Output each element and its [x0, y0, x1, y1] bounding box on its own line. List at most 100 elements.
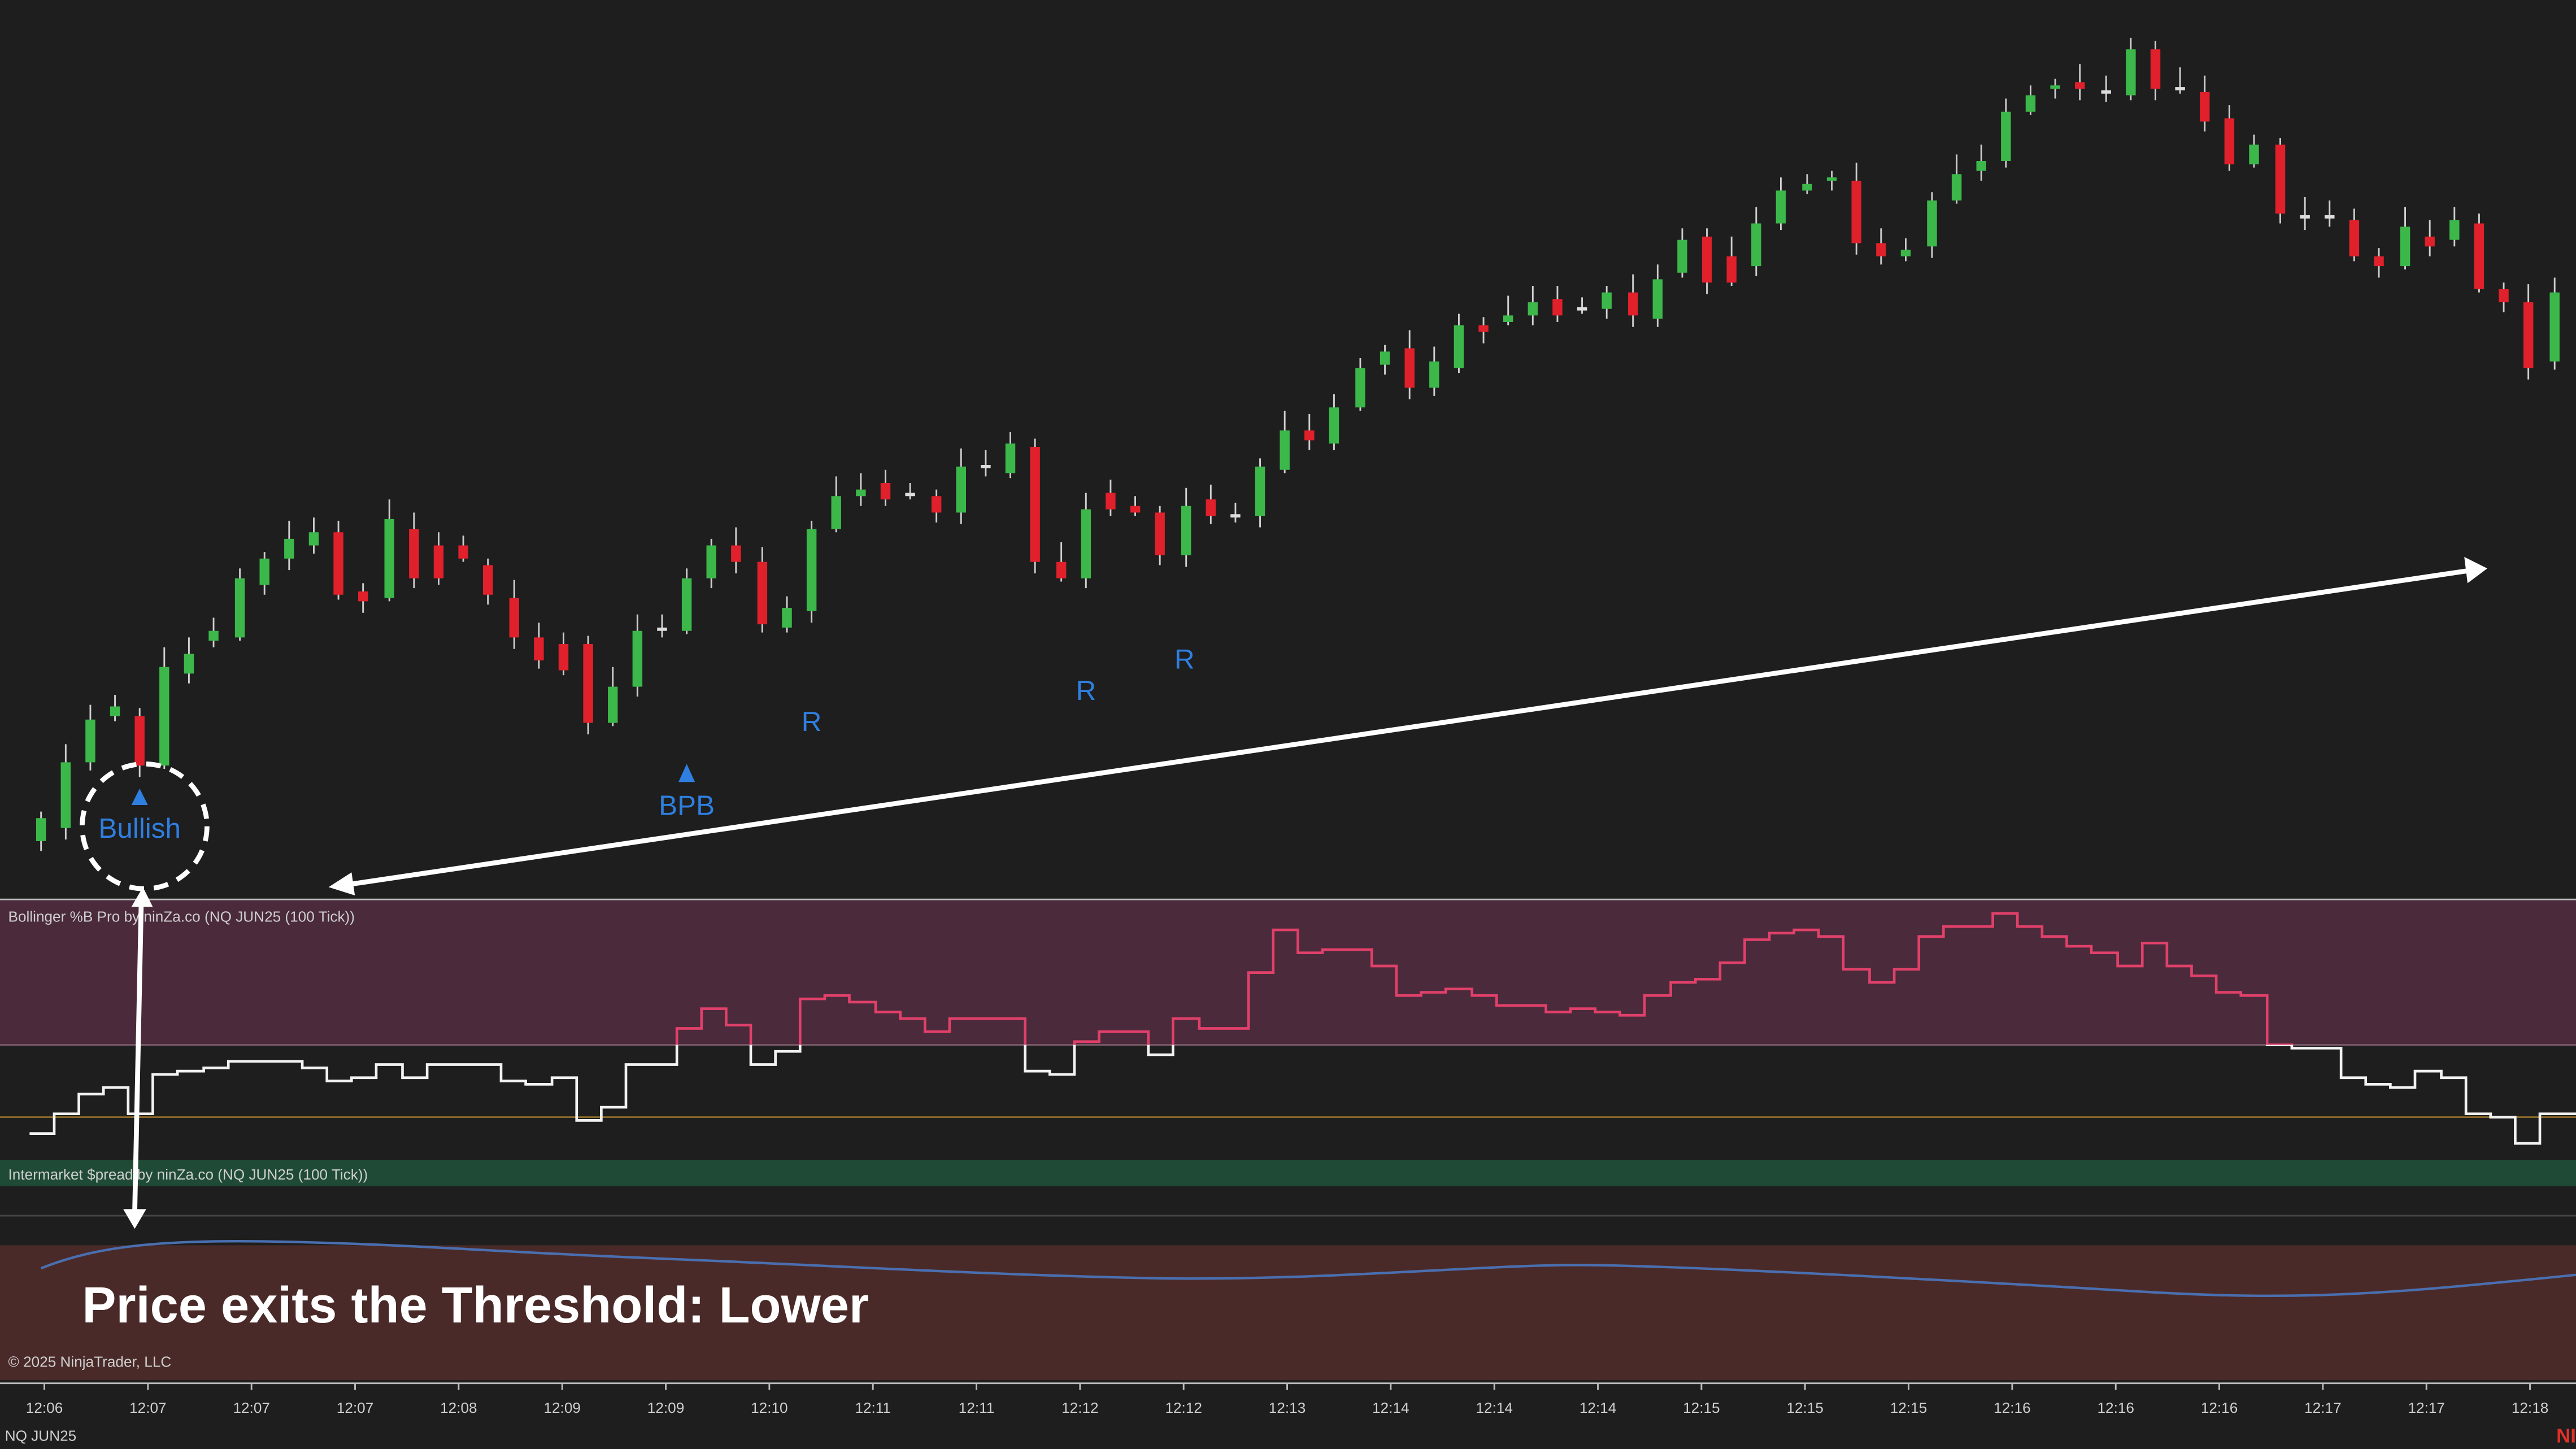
- candle-body: [806, 529, 817, 611]
- pullback-marker: [678, 764, 695, 782]
- candle-body: [1329, 407, 1339, 444]
- spread-line: [40, 1240, 2576, 1298]
- candle-body: [1030, 447, 1040, 562]
- time-label: 12:06: [26, 1399, 63, 1416]
- candle-body: [1528, 302, 1538, 316]
- candle-body: [36, 818, 46, 841]
- candle-body: [2523, 302, 2534, 368]
- candle-body: [2499, 289, 2509, 303]
- candle-body: [2474, 223, 2484, 289]
- candle-body: [1677, 240, 1687, 273]
- candle-body: [1652, 279, 1663, 319]
- price-panel: [36, 37, 2560, 851]
- candle-body: [1478, 325, 1489, 332]
- candle-body: [259, 558, 269, 585]
- candle-body: [1181, 506, 1191, 555]
- candle-body: [2300, 215, 2310, 219]
- time-label: 12:16: [2097, 1399, 2134, 1416]
- candle-body: [1927, 200, 1937, 247]
- candle-body: [2001, 111, 2011, 161]
- candle-body: [134, 716, 145, 766]
- candle-body: [184, 654, 194, 674]
- candle-body: [2126, 49, 2136, 95]
- candle-body: [1951, 174, 1962, 201]
- logo: NI: [2556, 1425, 2576, 1447]
- candle-body: [1081, 509, 1091, 578]
- signal-label: Bullish: [98, 813, 181, 844]
- percent-b-line-upper: [675, 912, 2294, 1045]
- percent-b-line-lower: [29, 1045, 2576, 1145]
- retest-label: R: [1076, 675, 1096, 706]
- time-label: 12:11: [959, 1399, 995, 1416]
- candle-body: [2224, 118, 2235, 164]
- candle-body: [1851, 180, 1861, 243]
- candle-body: [681, 578, 692, 631]
- candle-body: [110, 706, 120, 716]
- candle-body: [956, 466, 966, 513]
- candle-body: [608, 686, 618, 723]
- candle-body: [2275, 144, 2286, 214]
- pullback-label: BPB: [659, 790, 715, 821]
- instrument-label: NQ JUN25: [5, 1427, 76, 1444]
- highlight-circle: [80, 761, 210, 891]
- candle-body: [509, 598, 519, 638]
- candle-body: [831, 496, 841, 529]
- candle-body: [1404, 348, 1415, 388]
- candle-body: [905, 493, 915, 497]
- candle-body: [159, 667, 169, 766]
- candle-body: [308, 532, 319, 546]
- panel-header: [0, 1160, 2576, 1186]
- candle-body: [2349, 220, 2360, 256]
- retest-label: R: [1174, 644, 1195, 675]
- candle-body: [1206, 499, 1216, 516]
- candle-body: [1280, 430, 1290, 470]
- overbought-zone: [0, 900, 2576, 1045]
- time-label: 12:09: [647, 1399, 684, 1416]
- candle-body: [657, 627, 667, 631]
- candle-body: [1355, 368, 1365, 408]
- time-label: 12:07: [337, 1399, 373, 1416]
- candle-body: [60, 762, 71, 828]
- candle-body: [1751, 223, 1761, 267]
- time-label: 12:17: [2408, 1399, 2445, 1416]
- candle-body: [1826, 177, 1837, 181]
- candle-body: [2400, 227, 2410, 267]
- candle-body: [284, 538, 294, 559]
- candle-body: [757, 562, 768, 625]
- time-label: 12:11: [855, 1399, 891, 1416]
- candle-body: [1130, 506, 1141, 513]
- time-label: 12:12: [1165, 1399, 1202, 1416]
- candle-body: [1005, 443, 1016, 473]
- candle-body: [409, 529, 419, 578]
- time-label: 12:09: [543, 1399, 580, 1416]
- candle-body: [1304, 430, 1315, 441]
- time-label: 12:12: [1061, 1399, 1098, 1416]
- candle-body: [782, 608, 792, 628]
- copyright: © 2025 NinjaTrader, LLC: [8, 1354, 172, 1370]
- percent-b-line: [29, 912, 2576, 1145]
- candle-body: [1454, 325, 1464, 368]
- time-label: 12:08: [440, 1399, 477, 1416]
- candle-body: [1776, 190, 1786, 224]
- candle-body: [1056, 562, 1067, 578]
- candle-body: [2374, 256, 2384, 267]
- candle-body: [1429, 361, 1439, 388]
- caption: Price exits the Threshold: Lower: [82, 1277, 869, 1334]
- candle-body: [234, 578, 245, 638]
- candle-body: [2425, 236, 2435, 247]
- candle-body: [880, 483, 891, 500]
- candle-body: [558, 644, 569, 671]
- time-label: 12:13: [1269, 1399, 1306, 1416]
- candle-body: [2249, 144, 2259, 164]
- time-label: 12:18: [2512, 1399, 2548, 1416]
- candle-body: [2325, 215, 2335, 219]
- candle-body: [1976, 161, 1986, 171]
- panel-title: Bollinger %B Pro by ninZa.co (NQ JUN25 (…: [8, 908, 355, 925]
- candle-body: [2025, 95, 2036, 112]
- time-label: 12:07: [129, 1399, 166, 1416]
- candle-body: [931, 496, 942, 513]
- candle-body: [1577, 307, 1587, 311]
